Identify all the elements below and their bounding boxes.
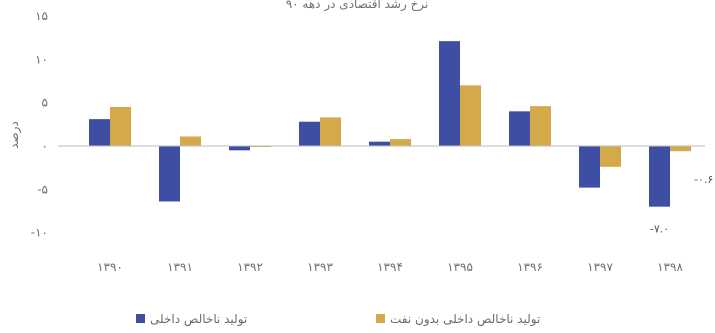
y-tick-label: ۵	[42, 96, 48, 110]
x-tick-label: ۱۳۹۳	[307, 260, 333, 274]
x-tick-label: ۱۳۹۱	[167, 260, 193, 274]
bar	[159, 146, 180, 202]
legend: تولید ناخالص داخلی تولید ناخالص داخلی بدو…	[136, 312, 540, 327]
y-tick-label: -۵	[37, 182, 48, 196]
bar	[89, 119, 110, 146]
x-tick-label: ۱۳۹۰	[97, 260, 123, 274]
x-tick-label: ۱۳۹۸	[657, 260, 683, 274]
x-axis-ticks: ۱۳۹۰ ۱۳۹۱ ۱۳۹۲ ۱۳۹۳ ۱۳۹۴ ۱۳۹۵ ۱۳۹۶ ۱۳۹۷ ۱۳۹۸	[97, 260, 683, 274]
y-axis-ticks: ۱۵ ۱۰ ۵ ۰ -۵ -۱۰	[31, 9, 48, 240]
y-tick-label: ۱۵	[35, 9, 48, 23]
x-tick-label: ۱۳۹۴	[377, 260, 403, 274]
bar	[390, 139, 411, 146]
data-labels: -۷.۰ -۰.۶	[650, 173, 713, 235]
x-tick-label: ۱۳۹۶	[517, 260, 543, 274]
chart-title: نرخ رشد اقتصادی در دهه ۹۰	[286, 0, 429, 12]
y-axis-label: درصد	[7, 121, 22, 149]
bar	[600, 146, 621, 167]
bar	[579, 146, 600, 188]
y-tick-label: ۰	[42, 139, 48, 153]
bar	[460, 85, 481, 146]
bar	[229, 146, 250, 151]
bar	[369, 141, 390, 146]
bar	[530, 106, 551, 146]
data-label: -۰.۶	[694, 173, 713, 186]
legend-label: تولید ناخالص داخلی بدون نفت	[390, 312, 540, 327]
bar	[439, 41, 460, 147]
bar	[320, 117, 341, 146]
x-tick-label: ۱۳۹۵	[447, 260, 473, 274]
x-tick-label: ۱۳۹۷	[587, 260, 613, 274]
bar	[110, 107, 131, 146]
bar	[670, 146, 691, 152]
y-tick-label: -۱۰	[31, 226, 48, 240]
bar	[299, 121, 320, 146]
legend-label: تولید ناخالص داخلی	[150, 312, 247, 327]
x-tick-label: ۱۳۹۲	[237, 260, 263, 274]
bar	[509, 111, 530, 146]
legend-swatch	[376, 314, 385, 323]
bar	[649, 146, 670, 207]
data-label: -۷.۰	[650, 223, 669, 236]
y-tick-label: ۱۰	[35, 52, 48, 66]
bar	[180, 136, 201, 146]
legend-swatch	[136, 314, 145, 323]
bars	[89, 41, 691, 207]
